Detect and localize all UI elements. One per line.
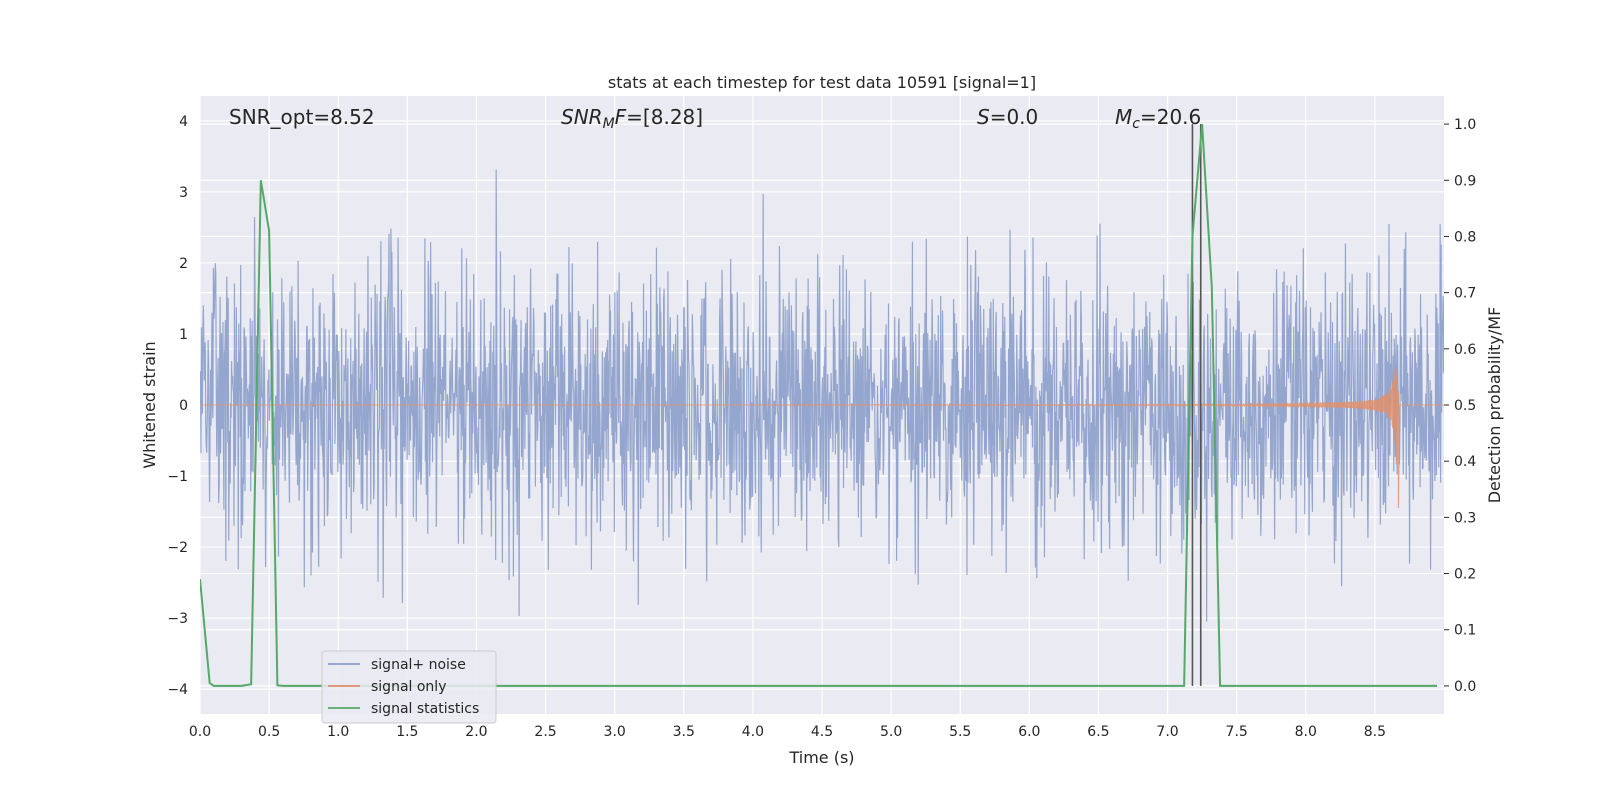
x-tick-label: 0.0 <box>189 724 211 740</box>
series-line-signal-noise <box>200 169 1444 622</box>
x-tick-label: 3.5 <box>673 724 695 740</box>
x-tick-label: 5.0 <box>880 724 902 740</box>
x-tick-label: 0.5 <box>258 724 280 740</box>
legend-box <box>321 650 497 724</box>
y-tick-label-left: 4 <box>179 114 188 130</box>
y-tick-label-left: 1 <box>179 327 188 343</box>
x-tick-label: 2.0 <box>465 724 487 740</box>
series-signal-noise <box>200 169 1444 622</box>
y-tick-label-left: −1 <box>167 469 188 485</box>
legend-label-noise: signal+ noise <box>371 657 466 673</box>
y-tick-label-right: 0.6 <box>1454 342 1476 358</box>
x-tick-label: 7.0 <box>1156 724 1178 740</box>
y-tick-label-right: 0.9 <box>1454 173 1476 189</box>
x-tick-label: 6.5 <box>1087 724 1109 740</box>
x-tick-label: 8.5 <box>1364 724 1386 740</box>
series-line-signal-only <box>200 366 1444 509</box>
x-tick-label: 1.5 <box>396 724 418 740</box>
series-signal-only <box>200 366 1444 509</box>
x-tick-label: 6.0 <box>1018 724 1040 740</box>
y-axis-right-ticks: 0.0 0.1 0.2 0.3 0.4 0.5 0.6 0.7 0.8 0.9 1.0 <box>1444 117 1476 695</box>
x-axis-ticks: 0.0 0.5 1.0 1.5 2.0 2.5 3.0 3.5 4.0 4.5 5.0 5.5 6.0 6… <box>189 724 1386 740</box>
series-line-signal-statistics <box>200 124 1438 687</box>
annotation-s: S=0.0 <box>977 105 1038 129</box>
annotation-snr-mf: SNRMF=[8.28] <box>561 105 703 132</box>
vertical-markers <box>1191 124 1202 686</box>
y-tick-label-right: 0.3 <box>1454 510 1476 526</box>
y-tick-label-right: 0.4 <box>1454 454 1476 470</box>
y-tick-label-right: 0.2 <box>1454 567 1476 583</box>
y-tick-label-right: 0.7 <box>1454 286 1476 302</box>
y-axis-left-ticks: −4 −3 −2 −1 0 1 2 3 4 <box>167 114 188 698</box>
x-tick-label: 5.5 <box>949 724 971 740</box>
x-tick-label: 4.5 <box>811 724 833 740</box>
x-tick-label: 2.5 <box>534 724 556 740</box>
y-tick-label-right: 0.0 <box>1454 679 1476 695</box>
y-tick-label-right: 0.1 <box>1454 623 1476 639</box>
y-axis-right-label: Detection probability/MF <box>1485 307 1504 504</box>
series-signal-statistics <box>200 124 1438 687</box>
legend: signal+ noise signal only signal statist… <box>321 650 497 724</box>
y-tick-label-right: 1.0 <box>1454 117 1476 133</box>
y-axis-left-label: Whitened strain <box>140 341 159 468</box>
x-axis-label: Time (s) <box>788 748 854 767</box>
y-tick-label-left: 2 <box>179 256 188 272</box>
legend-label-stats: signal statistics <box>371 701 479 717</box>
y-tick-label-left: −2 <box>167 540 188 556</box>
x-tick-label: 7.5 <box>1226 724 1248 740</box>
x-tick-label: 3.0 <box>604 724 626 740</box>
y-tick-label-left: 0 <box>179 398 188 414</box>
y-tick-label-left: −4 <box>167 682 188 698</box>
x-tick-label: 1.0 <box>327 724 349 740</box>
y-tick-label-right: 0.5 <box>1454 398 1476 414</box>
y-tick-label-left: 3 <box>179 185 188 201</box>
annotation-mc: Mc=20.6 <box>1115 105 1201 132</box>
annotation-snr-opt: SNR_opt=8.52 <box>229 105 375 129</box>
y-tick-label-left: −3 <box>167 611 188 627</box>
x-tick-label: 8.0 <box>1295 724 1317 740</box>
y-tick-label-right: 0.8 <box>1454 229 1476 245</box>
legend-label-signal: signal only <box>371 679 446 695</box>
chart-title: stats at each timestep for test data 105… <box>608 73 1036 92</box>
x-tick-label: 4.0 <box>742 724 764 740</box>
